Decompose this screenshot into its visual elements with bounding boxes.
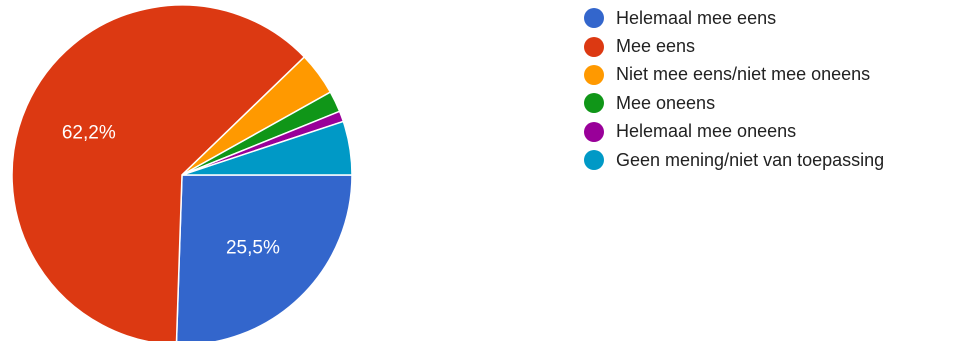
legend-swatch-icon: [584, 121, 604, 142]
legend-item-5[interactable]: Helemaal mee oneens: [584, 118, 884, 146]
slice-data-label-1: 25,5%: [226, 237, 280, 258]
legend-swatch-icon: [584, 36, 604, 57]
legend-swatch-icon: [584, 150, 604, 171]
pie-chart: 25,5% 62,2%: [11, 4, 353, 341]
legend-item-4[interactable]: Mee oneens: [584, 89, 884, 117]
legend-swatch-icon: [584, 8, 604, 29]
legend-swatch-icon: [584, 93, 604, 114]
legend-label: Mee oneens: [616, 92, 716, 113]
legend-label: Geen mening/niet van toepassing: [616, 149, 885, 170]
chart-legend: Helemaal mee eens Mee eens Niet mee eens/n…: [584, 4, 884, 174]
legend-label: Niet mee eens/niet mee oneens: [616, 64, 871, 85]
legend-item-3[interactable]: Niet mee eens/niet mee oneens: [584, 61, 884, 89]
legend-label: Helemaal mee eens: [616, 7, 777, 28]
legend-label: Mee eens: [616, 36, 696, 57]
legend-label: Helemaal mee oneens: [616, 121, 797, 142]
slice-data-label-2: 62,2%: [62, 123, 116, 144]
pie-slice-6[interactable]: [181, 120, 353, 176]
legend-swatch-icon: [584, 64, 604, 85]
legend-item-2[interactable]: Mee eens: [584, 32, 884, 60]
legend-item-6[interactable]: Geen mening/niet van toepassing: [584, 146, 884, 174]
legend-item-1[interactable]: Helemaal mee eens: [584, 4, 884, 32]
pie-slice-1[interactable]: [175, 174, 353, 341]
pie-slice-2[interactable]: [11, 4, 306, 341]
